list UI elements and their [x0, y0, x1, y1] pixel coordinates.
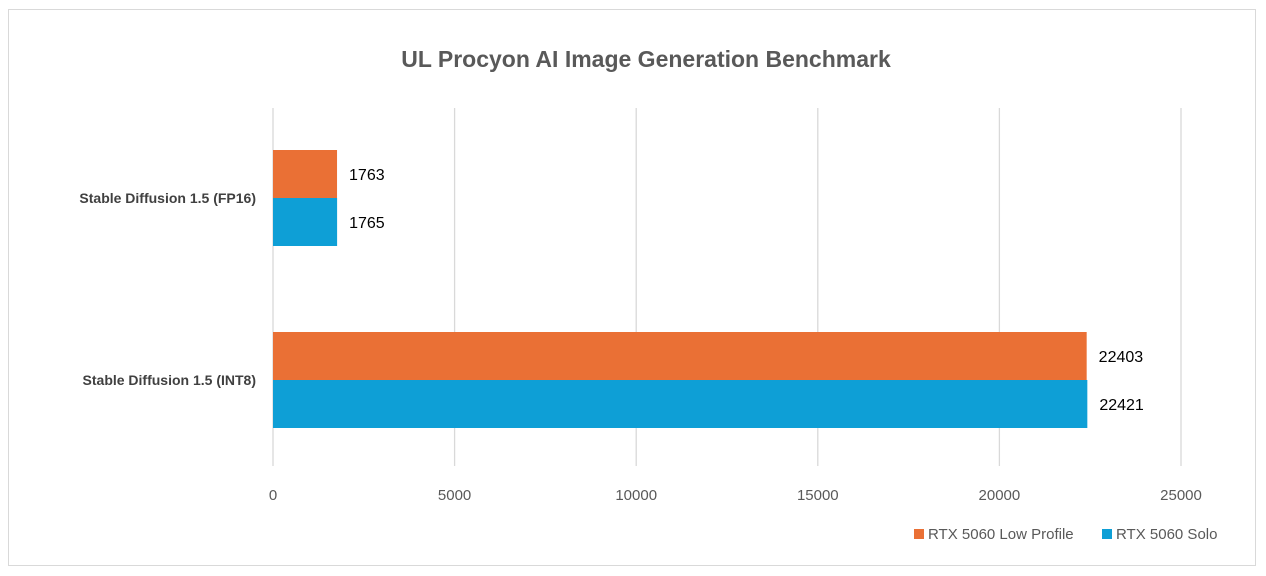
data-label: 1763: [349, 167, 385, 184]
data-label: 1765: [349, 215, 385, 232]
category-label: Stable Diffusion 1.5 (FP16): [79, 190, 256, 206]
x-tick-label: 25000: [1160, 487, 1202, 504]
value-axis: 0 5000 10000 15000 20000 25000: [269, 487, 1202, 504]
bar-0-0: [273, 150, 338, 198]
legend: RTX 5060 Low Profile RTX 5060 Solo: [914, 526, 1217, 543]
legend-swatch: [914, 529, 924, 539]
chart-frame: UL Procyon AI Image Generation Benchmark…: [8, 9, 1256, 566]
legend-swatch: [1102, 529, 1112, 539]
x-tick-label: 20000: [979, 487, 1021, 504]
x-tick-label: 15000: [797, 487, 839, 504]
bar-1-0: [273, 198, 338, 246]
legend-label: RTX 5060 Low Profile: [928, 526, 1074, 543]
data-label: 22421: [1099, 397, 1144, 414]
bar-chart: UL Procyon AI Image Generation Benchmark…: [79, 46, 1217, 543]
x-tick-label: 0: [269, 487, 277, 504]
category-axis: Stable Diffusion 1.5 (FP16) Stable Diffus…: [79, 190, 256, 388]
x-tick-label: 10000: [615, 487, 657, 504]
data-label: 22403: [1099, 349, 1144, 366]
bars: [273, 150, 1088, 428]
data-labels: 1763 1765 22403 22421: [349, 167, 1144, 414]
bar-1-1: [273, 380, 1088, 428]
x-tick-label: 5000: [438, 487, 471, 504]
legend-label: RTX 5060 Solo: [1116, 526, 1217, 543]
category-label: Stable Diffusion 1.5 (INT8): [83, 372, 256, 388]
chart-title: UL Procyon AI Image Generation Benchmark: [401, 46, 891, 72]
bar-0-1: [273, 332, 1087, 380]
